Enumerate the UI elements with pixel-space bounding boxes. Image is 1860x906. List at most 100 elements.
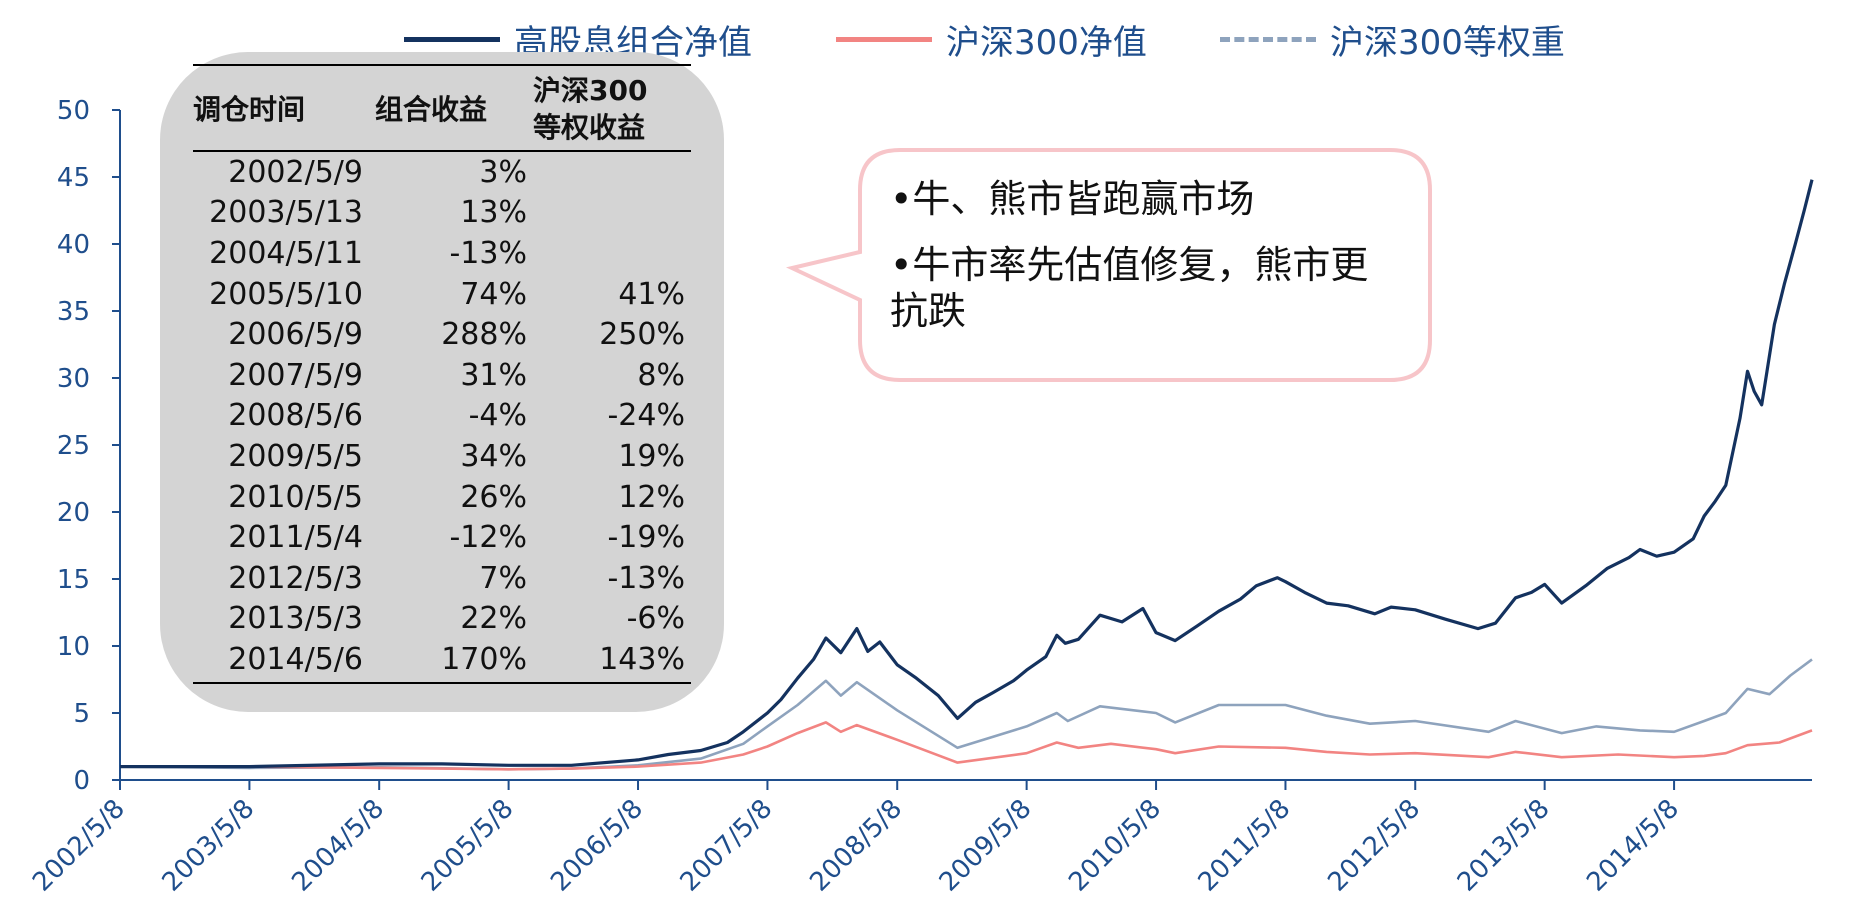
cell-equal-weight-return: -24% [607, 398, 685, 434]
x-tick-label: 2003/5/8 [157, 794, 261, 898]
y-tick-label: 0 [73, 766, 90, 796]
cell-date: 2002/5/9 [228, 154, 363, 190]
cell-equal-weight-return: -13% [607, 560, 685, 596]
y-tick-label: 45 [57, 163, 90, 193]
cell-date: 2007/5/9 [228, 357, 363, 393]
cell-date: 2004/5/11 [209, 235, 363, 271]
x-tick-label: 2009/5/8 [934, 794, 1038, 898]
x-tick-label: 2011/5/8 [1193, 794, 1297, 898]
cell-date: 2003/5/13 [209, 195, 363, 231]
y-tick-label: 10 [57, 632, 90, 662]
header-rebalance-date: 调仓时间 [193, 93, 306, 126]
cell-portfolio-return: 170% [441, 641, 527, 677]
table-row: 2014/5/6 170% 143% [193, 639, 691, 680]
header-equal-weight-line1: 沪深300 [533, 74, 648, 107]
y-tick-label: 30 [57, 364, 90, 394]
y-tick-label: 5 [73, 699, 90, 729]
dividend-portfolio-line [120, 179, 1814, 769]
legend-swatch-csi300 [836, 36, 932, 42]
cell-portfolio-return: -4% [468, 398, 527, 434]
legend-item-csi300: 沪深300净值 [836, 14, 1147, 64]
legend-label-equal-weight: 沪深300等权重 [1330, 22, 1565, 63]
y-tick-label: 40 [57, 230, 90, 260]
cell-date: 2008/5/6 [228, 398, 363, 434]
cell-equal-weight-return: 41% [618, 276, 685, 312]
cell-portfolio-return: 13% [460, 195, 527, 231]
table-row: 2010/5/5 26% 12% [193, 477, 691, 518]
legend-swatch-equal-weight [1220, 36, 1316, 42]
cell-date: 2005/5/10 [209, 276, 363, 312]
y-tick-label: 15 [57, 565, 90, 595]
y-tick-label: 50 [57, 96, 90, 126]
cell-equal-weight-return: -6% [626, 601, 685, 637]
table-row: 2002/5/9 3% [193, 152, 691, 193]
cell-portfolio-return: 22% [460, 601, 527, 637]
cell-date: 2006/5/9 [228, 317, 363, 353]
x-tick-label: 2005/5/8 [416, 794, 520, 898]
legend-swatch-dividend [404, 36, 500, 42]
y-tick-label: 25 [57, 431, 90, 461]
table-header: 调仓时间 组合收益 沪深300 等权收益 [193, 66, 691, 150]
cell-portfolio-return: 31% [460, 357, 527, 393]
cell-portfolio-return: 74% [460, 276, 527, 312]
table-row: 2011/5/4 -12% -19% [193, 517, 691, 558]
cell-date: 2013/5/3 [228, 601, 363, 637]
callout-line-2: •牛市率先估值修复，熊市更抗跌 [890, 243, 1369, 333]
legend-item-equal-weight: 沪深300等权重 [1220, 14, 1565, 64]
rebalance-table: 调仓时间 组合收益 沪深300 等权收益 2002/5/9 3% 2003/5/13… [193, 64, 691, 684]
callout-bubble [785, 148, 1432, 382]
cell-portfolio-return: 26% [460, 479, 527, 515]
cell-equal-weight-return: 143% [599, 641, 685, 677]
table-bottom-rule [193, 681, 691, 684]
table-row: 2009/5/5 34% 19% [193, 436, 691, 477]
cell-date: 2009/5/5 [228, 438, 363, 474]
cell-date: 2014/5/6 [228, 641, 363, 677]
table-row: 2008/5/6 -4% -24% [193, 396, 691, 437]
table-header-rule [193, 150, 691, 152]
cell-date: 2010/5/5 [228, 479, 363, 515]
x-tick-label: 2013/5/8 [1452, 794, 1556, 898]
x-tick-label: 2006/5/8 [545, 794, 649, 898]
table-row: 2006/5/9 288% 250% [193, 314, 691, 355]
x-tick-label: 2008/5/8 [804, 794, 908, 898]
cell-date: 2012/5/3 [228, 560, 363, 596]
callout-text: •牛、熊市皆跑赢市场 •牛市率先估值修复，熊市更抗跌 [890, 176, 1380, 354]
table-body: 2002/5/9 3% 2003/5/13 13% 2004/5/11 -13% 2005/… [193, 152, 691, 680]
table-row: 2004/5/11 -13% [193, 233, 691, 274]
cell-portfolio-return: 34% [460, 438, 527, 474]
x-tick-label: 2012/5/8 [1322, 794, 1426, 898]
table-top-rule [193, 64, 691, 66]
x-tick-label: 2010/5/8 [1063, 794, 1167, 898]
cell-portfolio-return: -13% [449, 235, 527, 271]
csi300-line [120, 721, 1813, 771]
table-row: 2012/5/3 7% -13% [193, 558, 691, 599]
header-equal-weight-line2: 等权收益 [533, 111, 646, 144]
cell-equal-weight-return: 8% [637, 357, 685, 393]
cell-portfolio-return: -12% [449, 520, 527, 556]
table-background [160, 52, 724, 712]
table-row: 2005/5/10 74% 41% [193, 274, 691, 315]
header-portfolio-return: 组合收益 [375, 93, 488, 126]
table-row: 2007/5/9 31% 8% [193, 355, 691, 396]
header-equal-weight-return: 沪深300 等权收益 [533, 72, 691, 146]
x-tick-label: 2002/5/8 [27, 794, 131, 898]
equal-weight-line [119, 658, 1813, 771]
legend-label-csi300: 沪深300净值 [946, 22, 1147, 63]
y-tick-label: 20 [57, 498, 90, 528]
cell-equal-weight-return: 19% [618, 438, 685, 474]
table-row: 2013/5/3 22% -6% [193, 599, 691, 640]
cell-equal-weight-return: 250% [599, 317, 685, 353]
table-row: 2003/5/13 13% [193, 193, 691, 234]
x-tick-label: 2004/5/8 [286, 794, 390, 898]
x-tick-label: 2014/5/8 [1581, 794, 1685, 898]
cell-equal-weight-return: 12% [618, 479, 685, 515]
cell-date: 2011/5/4 [228, 520, 363, 556]
callout-line-1: •牛、熊市皆跑赢市场 [890, 177, 1255, 221]
cell-portfolio-return: 7% [479, 560, 527, 596]
cell-portfolio-return: 288% [441, 317, 527, 353]
cell-equal-weight-return: -19% [607, 520, 685, 556]
x-tick-label: 2007/5/8 [675, 794, 779, 898]
cell-portfolio-return: 3% [479, 154, 527, 190]
y-tick-label: 35 [57, 297, 90, 327]
